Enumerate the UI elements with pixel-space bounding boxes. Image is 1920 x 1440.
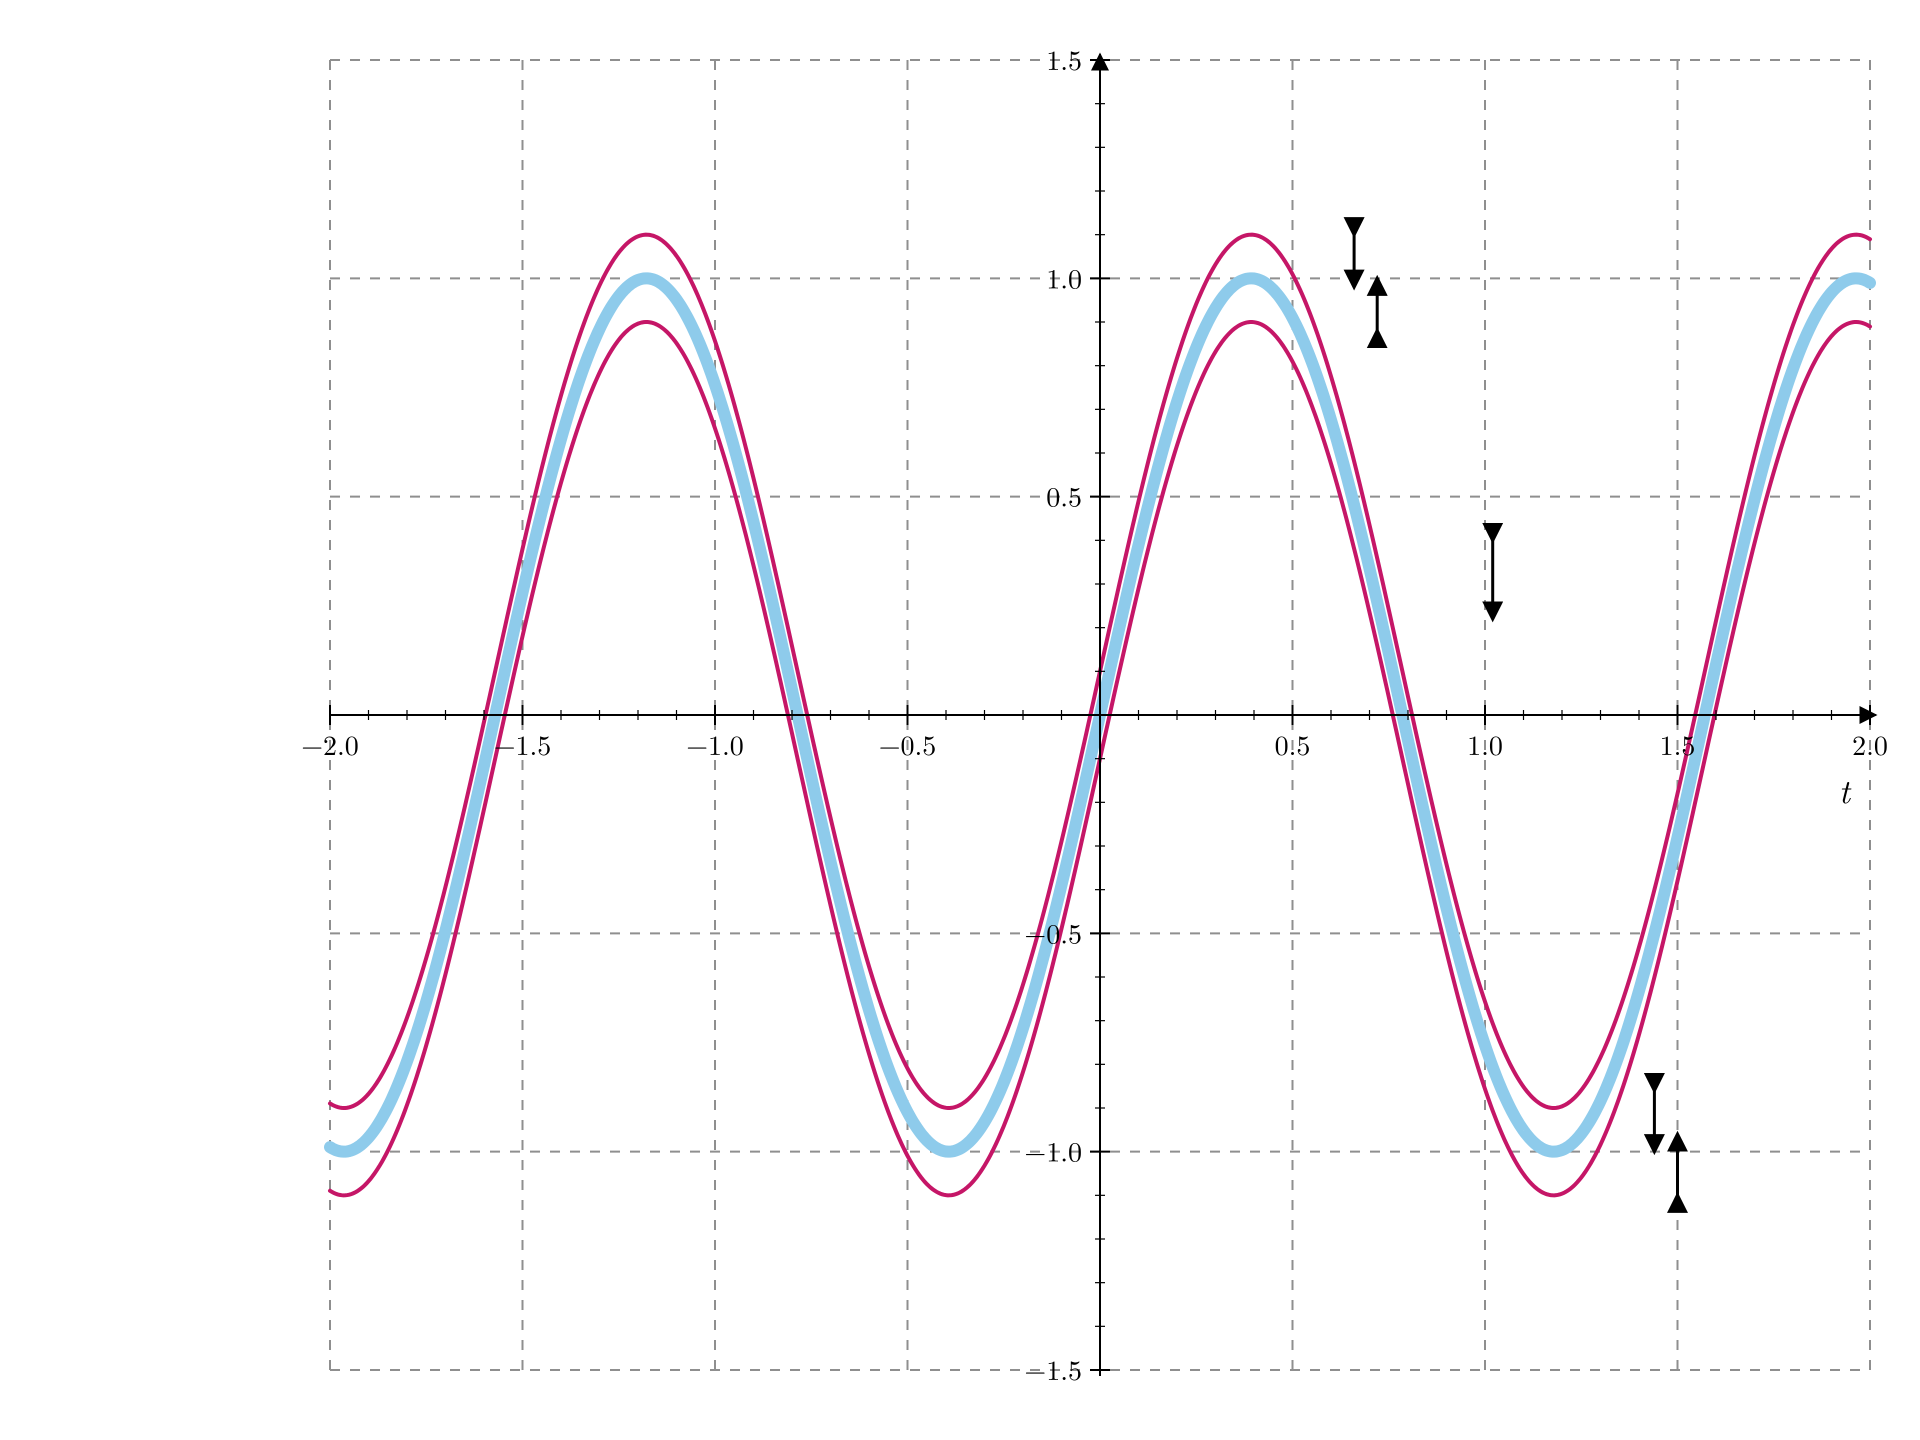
- xtick-label: −2.0: [301, 724, 359, 764]
- xtick-label: −0.5: [879, 724, 937, 764]
- sine-envelope-chart: −2.0 −1.5 −1.0 −0.5 0.5 1.0 1.5 2.0 −1.5 −1.0 −0.5…: [0, 0, 1920, 1440]
- ytick-label: −1.5: [1024, 1349, 1082, 1389]
- xtick-label: −1.5: [494, 724, 552, 764]
- ytick-label: −0.5: [1024, 912, 1082, 952]
- xtick-label: −1.0: [686, 724, 744, 764]
- ytick-label: 0.5: [1046, 476, 1082, 516]
- xtick-label: 2.0: [1852, 724, 1888, 764]
- xtick-label: 0.5: [1275, 724, 1311, 764]
- xtick-label: 1.5: [1660, 724, 1696, 764]
- xtick-label: 1.0: [1467, 724, 1503, 764]
- x-axis-label: t: [1839, 765, 1852, 813]
- ytick-label: −1.0: [1024, 1131, 1082, 1171]
- ytick-label: 1.0: [1046, 257, 1082, 297]
- ytick-label: 1.5: [1046, 39, 1082, 79]
